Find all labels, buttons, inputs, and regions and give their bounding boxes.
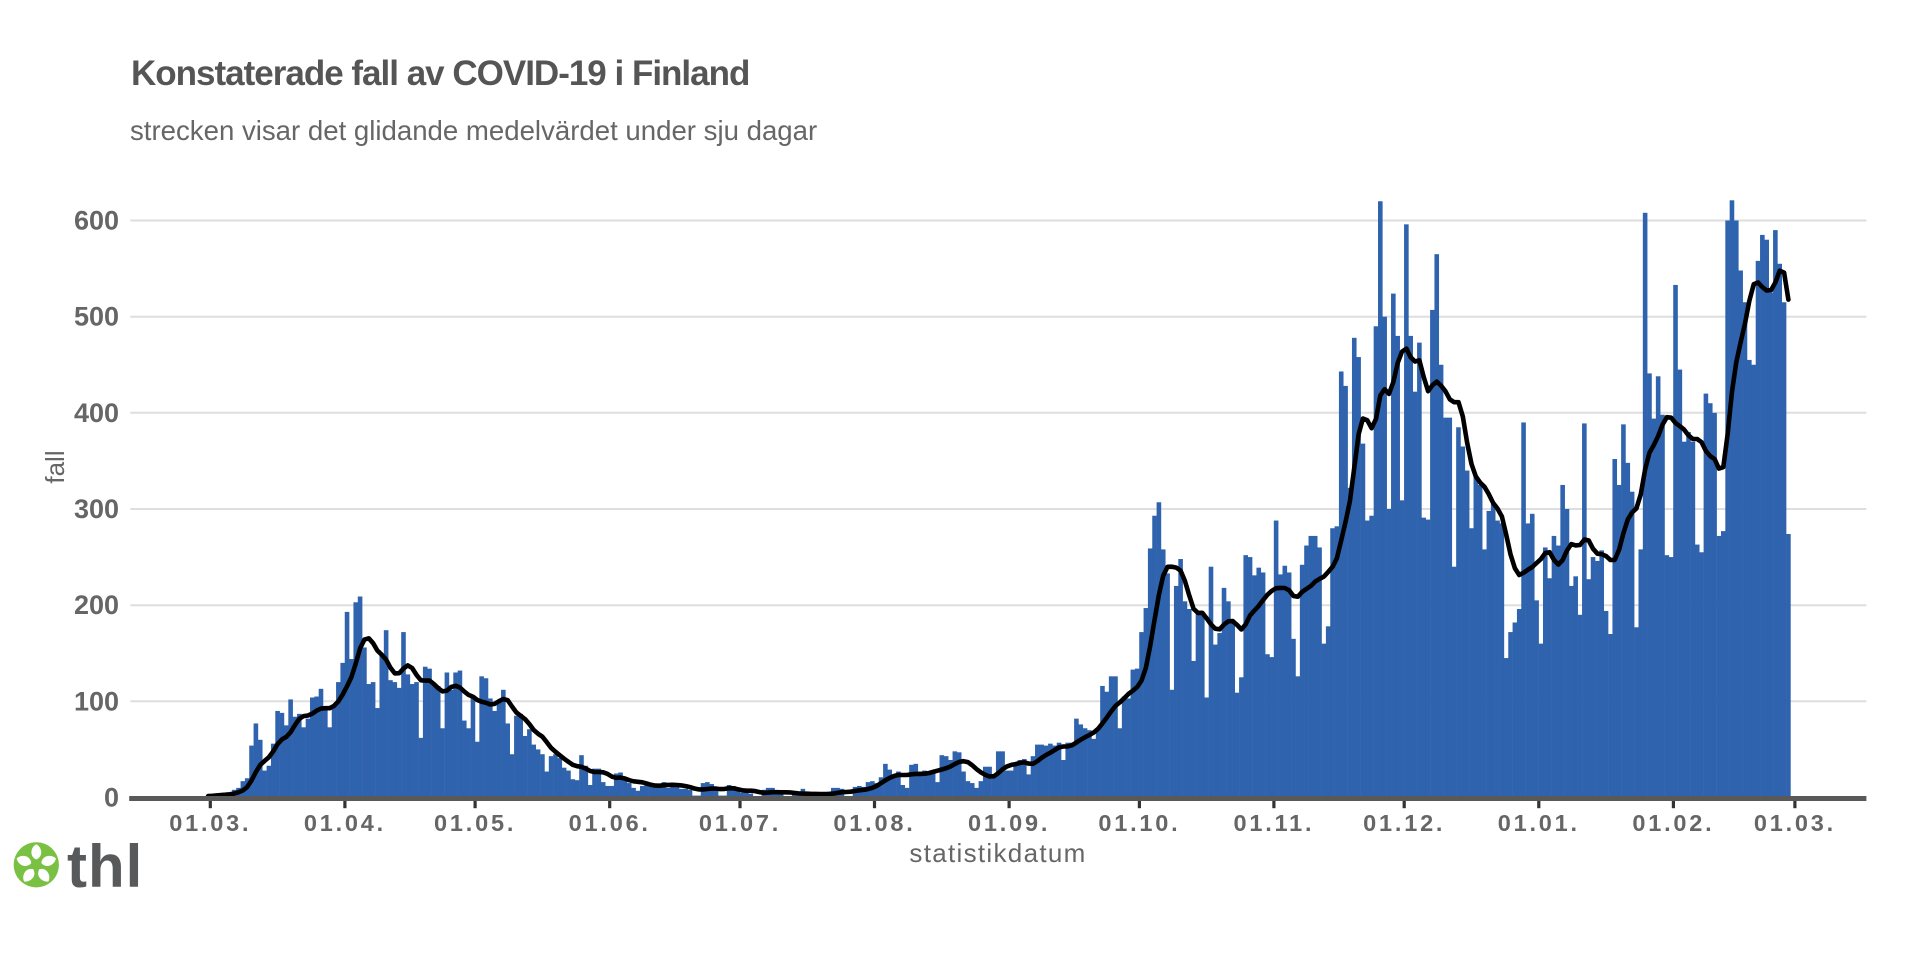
svg-text:01.04.: 01.04.: [304, 810, 386, 836]
svg-text:100: 100: [74, 686, 119, 716]
svg-text:strecken visar det glidande me: strecken visar det glidande medelvärdet …: [130, 115, 817, 146]
svg-text:200: 200: [74, 590, 119, 620]
svg-text:01.09.: 01.09.: [968, 810, 1050, 836]
svg-text:01.03.: 01.03.: [169, 810, 251, 836]
svg-text:01.10.: 01.10.: [1098, 810, 1180, 836]
svg-text:01.07.: 01.07.: [699, 810, 781, 836]
svg-text:01.01.: 01.01.: [1498, 810, 1580, 836]
svg-text:fall: fall: [40, 450, 70, 483]
svg-text:01.03.: 01.03.: [1754, 810, 1836, 836]
svg-text:01.08.: 01.08.: [833, 810, 915, 836]
svg-text:600: 600: [74, 206, 119, 236]
svg-text:01.12.: 01.12.: [1363, 810, 1445, 836]
svg-text:01.05.: 01.05.: [434, 810, 516, 836]
svg-text:statistikdatum: statistikdatum: [909, 838, 1086, 868]
svg-text:01.06.: 01.06.: [569, 810, 651, 836]
svg-text:300: 300: [74, 494, 119, 524]
svg-text:Konstaterade fall av COVID-19: Konstaterade fall av COVID-19 i Finland: [131, 54, 749, 93]
svg-text:01.02.: 01.02.: [1632, 810, 1714, 836]
svg-text:0: 0: [104, 783, 119, 813]
svg-text:500: 500: [74, 302, 119, 332]
svg-text:400: 400: [74, 398, 119, 428]
svg-text:thl: thl: [67, 833, 143, 900]
svg-text:01.11.: 01.11.: [1233, 810, 1314, 836]
